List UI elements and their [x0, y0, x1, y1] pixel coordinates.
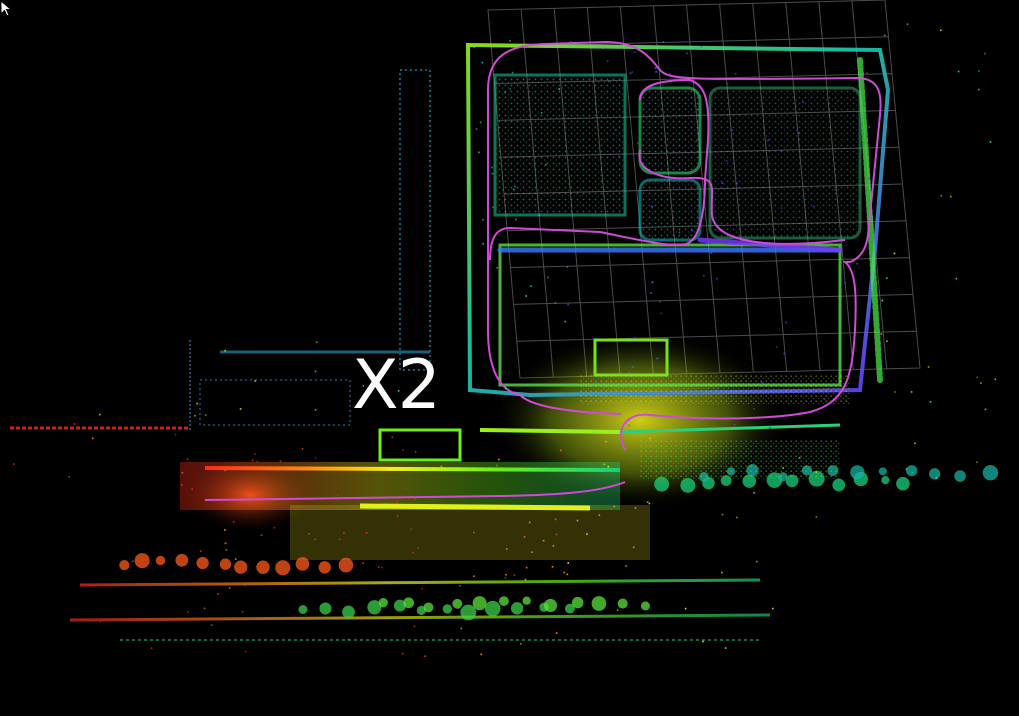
playback-speed-label: X2 — [352, 346, 441, 425]
south-facade — [378, 338, 850, 480]
building-outline — [465, 42, 891, 398]
lidar-noise — [13, 23, 997, 658]
mouse-pointer-icon — [0, 0, 13, 17]
road-surface — [10, 426, 771, 641]
left-structures — [189, 69, 431, 430]
vehicle-trajectory — [204, 40, 882, 501]
